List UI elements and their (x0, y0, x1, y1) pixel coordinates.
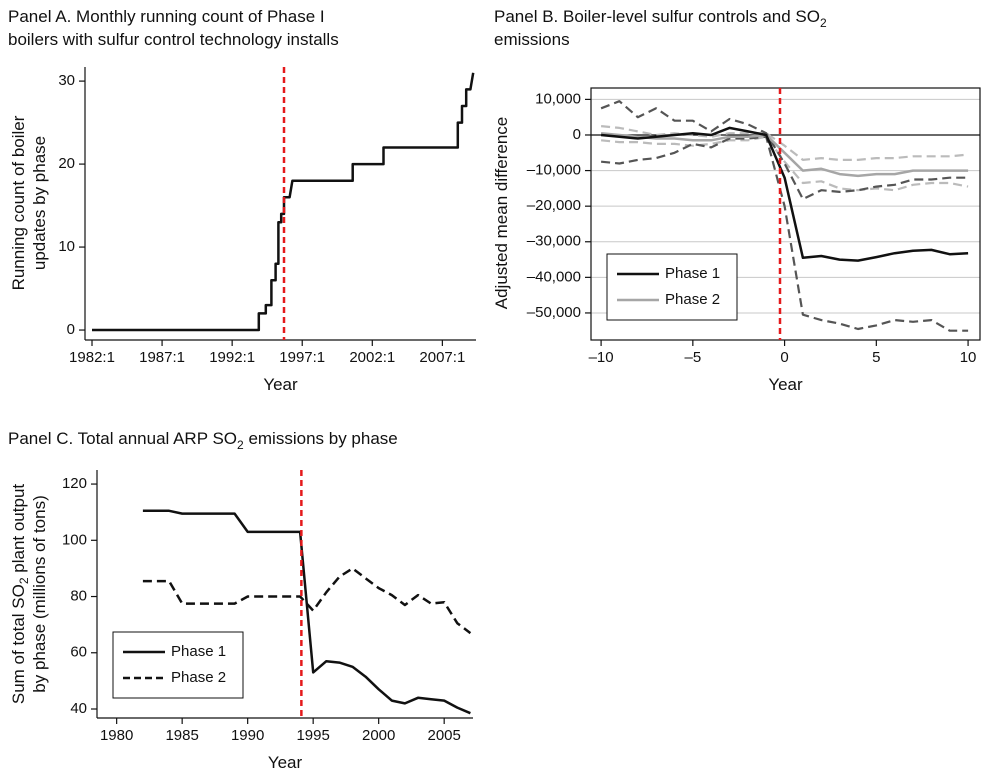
x-axis-label: Year (268, 753, 303, 772)
y-axis-label: by phase (millions of tons) (30, 495, 49, 692)
y-tick-label: –50,000 (527, 304, 581, 321)
y-axis-label: Adjusted mean difference (492, 117, 511, 309)
y-tick-label: 20 (58, 155, 75, 172)
x-tick-label: 1987:1 (139, 349, 185, 366)
panel-title: Panel C. Total annual ARP SO2 emissions … (8, 429, 398, 452)
x-tick-label: 1985 (165, 727, 198, 744)
text-part: emissions by phase (244, 429, 398, 448)
x-axis-label: Year (263, 375, 298, 394)
y-axis-label: Running count of boiler (9, 115, 28, 290)
series-line (600, 100, 969, 201)
y-axis-label: Sum of total SO2 plant output (9, 484, 31, 705)
legend-box (112, 631, 244, 699)
text-part: Sum of total SO (9, 584, 28, 704)
series-line (92, 72, 475, 332)
series-line (142, 567, 472, 635)
x-tick-label: 1990 (231, 727, 264, 744)
y-tick-label: –30,000 (527, 233, 581, 250)
y-axis-label: updates by phase (30, 136, 49, 270)
x-tick-label: –10 (589, 349, 614, 366)
x-tick-label: 10 (960, 349, 977, 366)
x-tick-label: –5 (684, 349, 701, 366)
y-tick-label: 80 (70, 587, 87, 604)
text-part: updates by phase (30, 136, 49, 270)
legend-label: Phase 1 (171, 643, 226, 660)
panel-title: Panel B. Boiler-level sulfur controls an… (494, 7, 827, 30)
series-line (600, 131, 969, 178)
series-line (600, 126, 969, 262)
legend-label: Phase 2 (171, 669, 226, 686)
y-tick-label: 10,000 (535, 90, 581, 107)
y-tick-label: 0 (67, 321, 75, 338)
text-part: Panel C. Total annual ARP SO (8, 429, 237, 448)
panel-title: emissions (494, 30, 570, 49)
text-part: emissions (494, 30, 570, 49)
legend-box (606, 253, 738, 321)
x-tick-label: 1982:1 (69, 349, 115, 366)
legend-label: Phase 2 (665, 291, 720, 308)
y-tick-label: 0 (573, 126, 581, 143)
text-part: Panel A. Monthly running count of Phase … (8, 7, 325, 26)
y-tick-label: 100 (62, 531, 87, 548)
text-part: Panel B. Boiler-level sulfur controls an… (494, 7, 820, 26)
text-part: plant output (9, 484, 28, 578)
x-axis-label: Year (768, 375, 803, 394)
text-part: by phase (millions of tons) (30, 495, 49, 692)
x-tick-label: 2000 (362, 727, 395, 744)
y-tick-label: –10,000 (527, 162, 581, 179)
series-line (600, 135, 969, 192)
y-tick-label: –20,000 (527, 197, 581, 214)
legend-label: Phase 1 (665, 265, 720, 282)
series-line (142, 509, 471, 715)
subscript: 2 (237, 438, 244, 452)
text-part: Running count of boiler (9, 115, 28, 290)
y-tick-label: 120 (62, 475, 87, 492)
y-tick-label: 30 (58, 72, 75, 89)
text-part: boilers with sulfur control technology i… (8, 30, 339, 49)
plot-frame (590, 87, 981, 341)
y-tick-label: 10 (58, 238, 75, 255)
x-tick-label: 2005 (427, 727, 460, 744)
x-tick-label: 2002:1 (349, 349, 395, 366)
series-line (600, 135, 969, 332)
x-tick-label: 1992:1 (209, 349, 255, 366)
y-tick-label: –40,000 (527, 268, 581, 285)
x-tick-label: 1980 (100, 727, 133, 744)
x-tick-label: 1997:1 (279, 349, 325, 366)
y-tick-label: 60 (70, 644, 87, 661)
x-tick-label: 2007:1 (419, 349, 465, 366)
x-tick-label: 1995 (296, 727, 329, 744)
panel-title: boilers with sulfur control technology i… (8, 30, 339, 49)
text-part: Adjusted mean difference (492, 117, 511, 309)
subscript: 2 (820, 16, 827, 30)
panel-title: Panel A. Monthly running count of Phase … (8, 7, 325, 26)
x-tick-label: 0 (780, 349, 788, 366)
subscript: 2 (17, 577, 31, 584)
y-tick-label: 40 (70, 700, 87, 717)
x-tick-label: 5 (872, 349, 880, 366)
series-line (600, 125, 969, 161)
